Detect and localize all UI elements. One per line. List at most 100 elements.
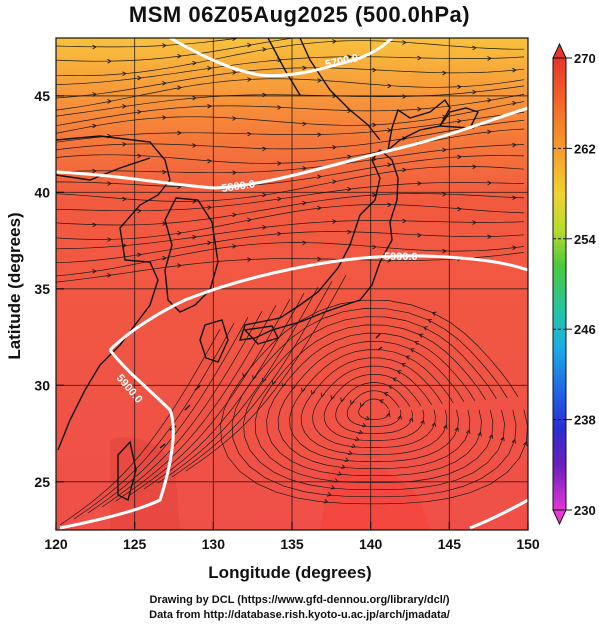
streamline-arrow <box>332 145 337 150</box>
streamline-arrow <box>232 70 237 75</box>
streamline <box>56 155 525 189</box>
streamline-arrow <box>511 439 517 444</box>
vortex-streamline <box>254 324 494 484</box>
coastlines <box>56 38 479 502</box>
streamline-arrow <box>457 154 462 160</box>
streamline-arrow <box>192 234 197 240</box>
contour-label-5900-east: 5900.0 <box>384 251 418 263</box>
vortex-streamline <box>231 308 517 498</box>
streamline-arrow <box>302 65 307 71</box>
streamline-arrow <box>350 400 355 405</box>
streamline-arrow <box>431 422 437 427</box>
colorbar-tick-label: 246 <box>574 322 596 337</box>
streamline <box>56 193 525 226</box>
lat-lon-grid <box>56 38 528 530</box>
vortex-streamline <box>266 332 482 477</box>
streamline-arrow <box>487 97 492 103</box>
colorbar-ticks: 270 262 254 246 238 230 <box>553 51 596 518</box>
vortex-streamline <box>220 299 528 505</box>
streamline-arrow <box>402 167 407 173</box>
streamline-arrow <box>302 166 307 171</box>
streamline-arrow <box>427 318 433 324</box>
streamline-arrow <box>417 106 422 112</box>
x-tick-label: 130 <box>202 536 226 552</box>
x-tick-label: 120 <box>44 536 68 552</box>
streamline-arrow <box>317 205 322 211</box>
streamline-arrow <box>232 243 237 249</box>
colorbar-tick-label: 230 <box>574 503 596 518</box>
height-contours <box>56 38 528 530</box>
streamline-arrow <box>387 28 391 32</box>
streamline-arrow <box>405 355 411 360</box>
streamline-arrow <box>192 95 197 101</box>
streamline-arrow <box>332 39 337 44</box>
streamline-arrow <box>107 181 112 186</box>
streamline-arrow <box>472 164 477 170</box>
x-tick-label: 125 <box>123 536 147 552</box>
streamline-arrow <box>402 40 407 45</box>
streamline-arrow <box>92 44 97 50</box>
colorbar: 270 262 254 246 238 230 <box>552 42 596 526</box>
streamline-arrow <box>457 118 462 124</box>
streamline-arrow <box>92 269 97 274</box>
streamline-arrow <box>302 27 306 31</box>
map-plot-area: 5700.0 5800.0 5900.0 5900.0 <box>56 17 528 530</box>
streamline-arrow <box>420 420 425 425</box>
streamline-arrow <box>122 142 127 147</box>
streamline <box>157 287 319 484</box>
streamline-arrow <box>387 258 392 263</box>
streamline-arrow <box>277 196 282 202</box>
streamline <box>56 119 525 156</box>
streamline-arrow <box>512 142 517 148</box>
streamline-arrow <box>379 399 384 404</box>
streamline-arrow <box>472 89 477 95</box>
streamline-arrow <box>442 70 447 76</box>
streamline-arrow <box>442 147 447 153</box>
streamline <box>56 166 525 202</box>
streamline <box>56 38 296 62</box>
streamline-arrow <box>122 104 127 109</box>
streamline-arrow <box>302 240 307 246</box>
streamline-arrow <box>417 232 422 238</box>
streamline-arrow <box>397 415 402 420</box>
streamline-arrow <box>192 60 197 66</box>
streamline-arrow <box>277 231 282 237</box>
streamline-arrow <box>457 84 462 90</box>
colorbar-tick-label: 270 <box>574 51 596 66</box>
x-tick-label: 150 <box>516 536 540 552</box>
streamline-arrow <box>302 121 307 127</box>
streamline-arrow <box>262 192 267 198</box>
streamline-arrow <box>472 220 477 225</box>
streamline-arrow <box>418 333 424 338</box>
streamline-arrow <box>177 230 182 236</box>
streamline-arrow <box>207 158 212 164</box>
contour-5700 <box>169 38 394 78</box>
streamline <box>185 275 347 472</box>
colorbar-tick-label: 262 <box>574 141 596 156</box>
streamline-arrow <box>320 392 326 398</box>
streamline-arrow <box>262 47 267 52</box>
streamline <box>56 78 525 111</box>
streamline-arrow <box>361 422 367 428</box>
streamline-arrow <box>207 240 212 246</box>
streamline-arrow <box>442 17 446 21</box>
streamline-arrow <box>351 443 356 449</box>
streamline <box>56 56 525 85</box>
streamline-arrow <box>392 377 398 382</box>
credit-drawing: Drawing by DCL (https://www.gfd-dennou.o… <box>149 594 450 606</box>
colorbar-top-triangle <box>552 42 567 59</box>
streamline-arrow <box>247 257 252 262</box>
streamline-arrow <box>247 131 252 137</box>
streamline-arrow <box>107 237 112 242</box>
streamline-arrow <box>387 127 392 133</box>
streamline-arrow <box>162 255 167 261</box>
colorbar-tick-label: 238 <box>574 413 596 428</box>
chart-title: MSM 06Z05Aug2025 (500.0hPa) <box>128 2 471 27</box>
streamline-arrow <box>310 390 316 395</box>
streamline-arrow <box>341 464 346 469</box>
streamline-arrow <box>330 485 335 490</box>
streamline-arrow <box>410 348 415 353</box>
streamline-arrow <box>137 252 142 257</box>
x-tick-label: 140 <box>359 536 383 552</box>
